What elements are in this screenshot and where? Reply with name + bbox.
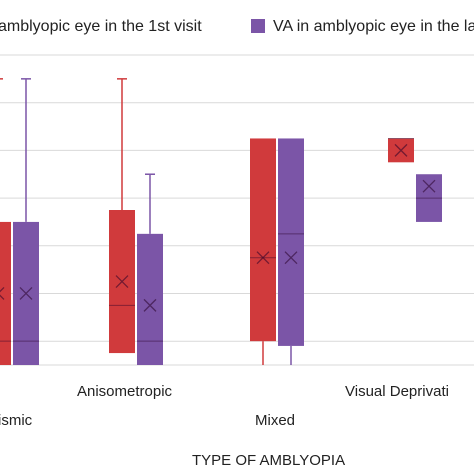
box-body bbox=[0, 221, 11, 365]
mean-marker bbox=[19, 287, 33, 300]
legend-label-first-visit: amblyopic eye in the 1st visit bbox=[0, 18, 202, 35]
box-last-visit-4 bbox=[416, 174, 442, 222]
category-label-visual-deprivation: Visual Deprivati bbox=[345, 383, 449, 400]
mean-marker bbox=[422, 179, 436, 193]
box-body bbox=[137, 233, 163, 365]
box-body bbox=[250, 138, 276, 342]
box-first-visit-3 bbox=[250, 138, 276, 365]
legend-swatch-last-visit bbox=[251, 19, 265, 33]
box-last-visit-2 bbox=[137, 173, 163, 365]
x-axis-title: TYPE OF AMBLYOPIA bbox=[192, 452, 345, 469]
box-series bbox=[0, 78, 442, 365]
box-first-visit-1 bbox=[0, 78, 11, 365]
mean-marker bbox=[0, 287, 5, 300]
mean-marker bbox=[394, 143, 408, 157]
mean-marker bbox=[284, 251, 298, 265]
category-label-anisometropic: Anisometropic bbox=[77, 383, 173, 400]
box-last-visit-1 bbox=[13, 78, 39, 365]
mean-marker bbox=[143, 298, 157, 312]
legend-label-last-visit: VA in amblyopic eye in the la bbox=[273, 18, 474, 35]
box-first-visit-2 bbox=[109, 78, 135, 354]
box-last-visit-3 bbox=[278, 138, 304, 365]
mean-marker bbox=[256, 251, 270, 265]
box-body bbox=[278, 138, 304, 346]
legend: amblyopic eye in the 1st visit VA in amb… bbox=[0, 18, 474, 35]
mean-marker bbox=[115, 275, 129, 288]
box-first-visit-4 bbox=[388, 137, 414, 163]
category-label-strabismic: ismic bbox=[0, 412, 33, 429]
box-body bbox=[416, 174, 442, 222]
category-labels: ismic Anisometropic Mixed Visual Depriva… bbox=[0, 383, 449, 429]
category-label-mixed: Mixed bbox=[255, 412, 295, 429]
